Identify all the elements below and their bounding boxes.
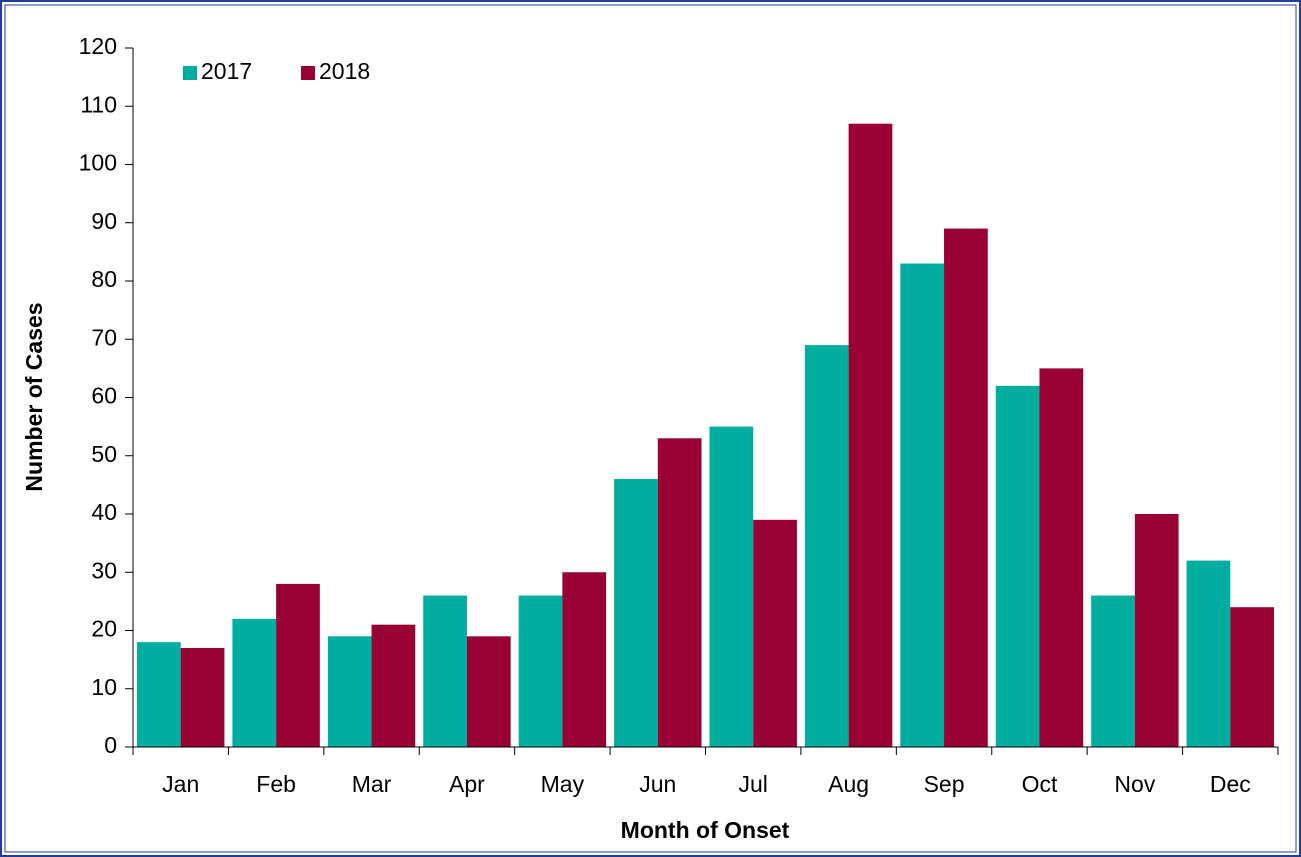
x-tick-label: Oct	[1022, 771, 1058, 797]
bar	[995, 385, 1040, 747]
x-tick-label: Apr	[449, 771, 485, 797]
x-axis-title: Month of Onset	[621, 817, 790, 843]
bar	[1134, 514, 1179, 747]
bar	[1091, 595, 1135, 747]
y-tick-label: 80	[91, 266, 117, 292]
x-tick-label: Nov	[1114, 771, 1155, 797]
bar	[900, 263, 945, 747]
bar	[1039, 368, 1084, 747]
bar	[944, 228, 988, 747]
x-tick-label: Feb	[256, 771, 296, 797]
y-tick-label: 50	[91, 441, 117, 467]
bar	[614, 479, 658, 747]
bar	[180, 647, 225, 747]
y-tick-label: 20	[91, 616, 117, 642]
bar	[657, 438, 702, 747]
bar	[562, 572, 607, 747]
bar	[848, 123, 893, 748]
bar	[137, 642, 181, 747]
y-tick-label: 90	[91, 208, 117, 234]
x-tick-label: Jan	[162, 771, 199, 797]
legend-label: 2018	[319, 58, 370, 84]
x-tick-label: Sep	[924, 771, 965, 797]
x-tick-label: Dec	[1210, 771, 1251, 797]
y-tick-label: 110	[80, 91, 117, 117]
x-tick-label: Aug	[828, 771, 869, 797]
x-tick-label: May	[541, 771, 585, 797]
y-tick-label: 100	[79, 150, 117, 176]
bar	[371, 624, 416, 747]
bar	[232, 618, 277, 747]
y-tick-label: 70	[91, 324, 117, 350]
bar	[753, 519, 797, 747]
bar	[423, 595, 467, 747]
y-axis-title: Number of Cases	[21, 302, 47, 491]
bar	[709, 426, 754, 747]
bar	[327, 636, 372, 747]
bar	[1186, 560, 1231, 747]
legend-swatch	[301, 66, 315, 80]
x-tick-label: Mar	[352, 771, 392, 797]
bar	[466, 636, 511, 747]
x-tick-label: Jun	[639, 771, 676, 797]
y-tick-label: 60	[91, 383, 117, 409]
x-tick-label: Jul	[739, 771, 768, 797]
inner-border	[4, 4, 1297, 853]
y-tick-label: 40	[91, 499, 117, 525]
bar	[804, 345, 849, 747]
legend-label: 2017	[201, 58, 252, 84]
y-tick-label: 120	[79, 33, 117, 59]
y-tick-label: 0	[104, 732, 117, 758]
bar	[276, 583, 320, 747]
bar	[518, 595, 563, 747]
y-tick-label: 30	[91, 557, 117, 583]
bar	[1230, 607, 1274, 747]
y-tick-label: 10	[91, 674, 117, 700]
legend-swatch	[183, 66, 197, 80]
